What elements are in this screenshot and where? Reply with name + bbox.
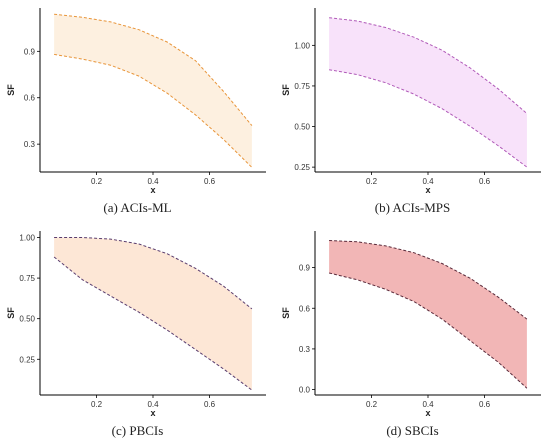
- y-tick-label-c-0: 0.25: [19, 355, 35, 364]
- y-tick-label-d-1: 0.3: [299, 345, 311, 354]
- x-tick-label-d-0: 0.2: [366, 400, 378, 409]
- x-axis-label-a: x: [150, 185, 155, 195]
- chart-caption-b: (b) ACIs-MPS: [374, 200, 451, 215]
- chart-panel-d: 0.2 0.4 0.6 0.0 0.3 0.6 0.9 x SF (d) SBCIs: [275, 223, 550, 445]
- x-tick-label-c-0: 0.2: [91, 400, 103, 409]
- y-tick-label-b-0: 0.25: [294, 163, 310, 172]
- y-tick-label-d-0: 0.0: [299, 386, 311, 395]
- upper-bound-line-a: [54, 13, 253, 126]
- x-tick-label-d-2: 0.6: [479, 400, 491, 409]
- lower-bound-line-b: [329, 69, 528, 168]
- x-axis-label-d: x: [425, 408, 430, 418]
- upper-bound-line-c: [54, 237, 253, 310]
- y-axis-label-c: SF: [6, 307, 16, 319]
- confidence-band-a: [54, 14, 252, 168]
- x-tick-label-a-1: 0.4: [147, 177, 159, 186]
- chart-panel-b: 0.2 0.4 0.6 0.25 0.50 0.75 1.00 x SF (b) ACIs-MP…: [275, 0, 550, 222]
- y-axis-label-d: SF: [281, 307, 291, 319]
- y-tick-label-d-2: 0.6: [299, 304, 311, 313]
- chart-svg-c: 0.2 0.4 0.6 0.25 0.50 0.75 1.00 x SF: [6, 231, 266, 418]
- upper-bound-line-d: [329, 240, 528, 320]
- y-axis-label-b: SF: [281, 84, 291, 96]
- x-tick-label-b-2: 0.6: [479, 177, 491, 186]
- chart-svg-d: 0.2 0.4 0.6 0.0 0.3 0.6 0.9 x SF: [281, 231, 541, 418]
- x-axis-label-b: x: [425, 185, 430, 195]
- x-tick-label-b-0: 0.2: [366, 177, 378, 186]
- y-tick-label-c-1: 0.50: [19, 315, 35, 324]
- lower-bound-line-d: [328, 272, 528, 389]
- chart-panel-c: 0.2 0.4 0.6 0.25 0.50 0.75 1.00 x SF (c) PBCIs: [0, 223, 275, 445]
- confidence-band-c: [54, 237, 252, 391]
- lower-bound-line-c: [53, 256, 253, 391]
- y-tick-label-b-2: 0.75: [294, 82, 310, 91]
- x-axis-label-c: x: [150, 408, 155, 418]
- chart-caption-d: (d) SBCIs: [386, 423, 439, 438]
- y-tick-label-a-0: 0.3: [24, 140, 36, 149]
- chart-svg-b: 0.2 0.4 0.6 0.25 0.50 0.75 1.00 x SF: [281, 8, 541, 195]
- chart-panel-a: 0.2 0.4 0.6 0.3 0.6 0.9 x SF (a) ACIs-ML: [0, 0, 275, 222]
- x-tick-label-b-1: 0.4: [422, 177, 434, 186]
- x-tick-label-c-2: 0.6: [204, 400, 216, 409]
- chart-caption-c: (c) PBCIs: [111, 423, 164, 438]
- y-tick-label-a-1: 0.6: [24, 94, 36, 103]
- x-tick-label-d-1: 0.4: [422, 400, 434, 409]
- x-tick-label-a-0: 0.2: [91, 177, 103, 186]
- y-tick-label-a-2: 0.9: [24, 47, 36, 56]
- y-tick-label-d-3: 0.9: [299, 264, 311, 273]
- chart-svg-a: 0.2 0.4 0.6 0.3 0.6 0.9 x SF: [6, 8, 266, 195]
- y-tick-label-b-1: 0.50: [294, 123, 310, 132]
- y-tick-label-c-3: 1.00: [19, 233, 35, 242]
- x-tick-label-c-1: 0.4: [147, 400, 159, 409]
- confidence-band-d: [329, 240, 527, 389]
- confidence-band-b: [329, 17, 527, 168]
- y-tick-label-b-3: 1.00: [294, 41, 310, 50]
- y-axis-label-a: SF: [6, 84, 16, 96]
- y-tick-label-c-2: 0.75: [19, 274, 35, 283]
- x-tick-label-a-2: 0.6: [204, 177, 216, 186]
- chart-caption-a: (a) ACIs-ML: [103, 200, 172, 215]
- lower-bound-line-a: [54, 53, 253, 168]
- upper-bound-line-b: [329, 17, 528, 114]
